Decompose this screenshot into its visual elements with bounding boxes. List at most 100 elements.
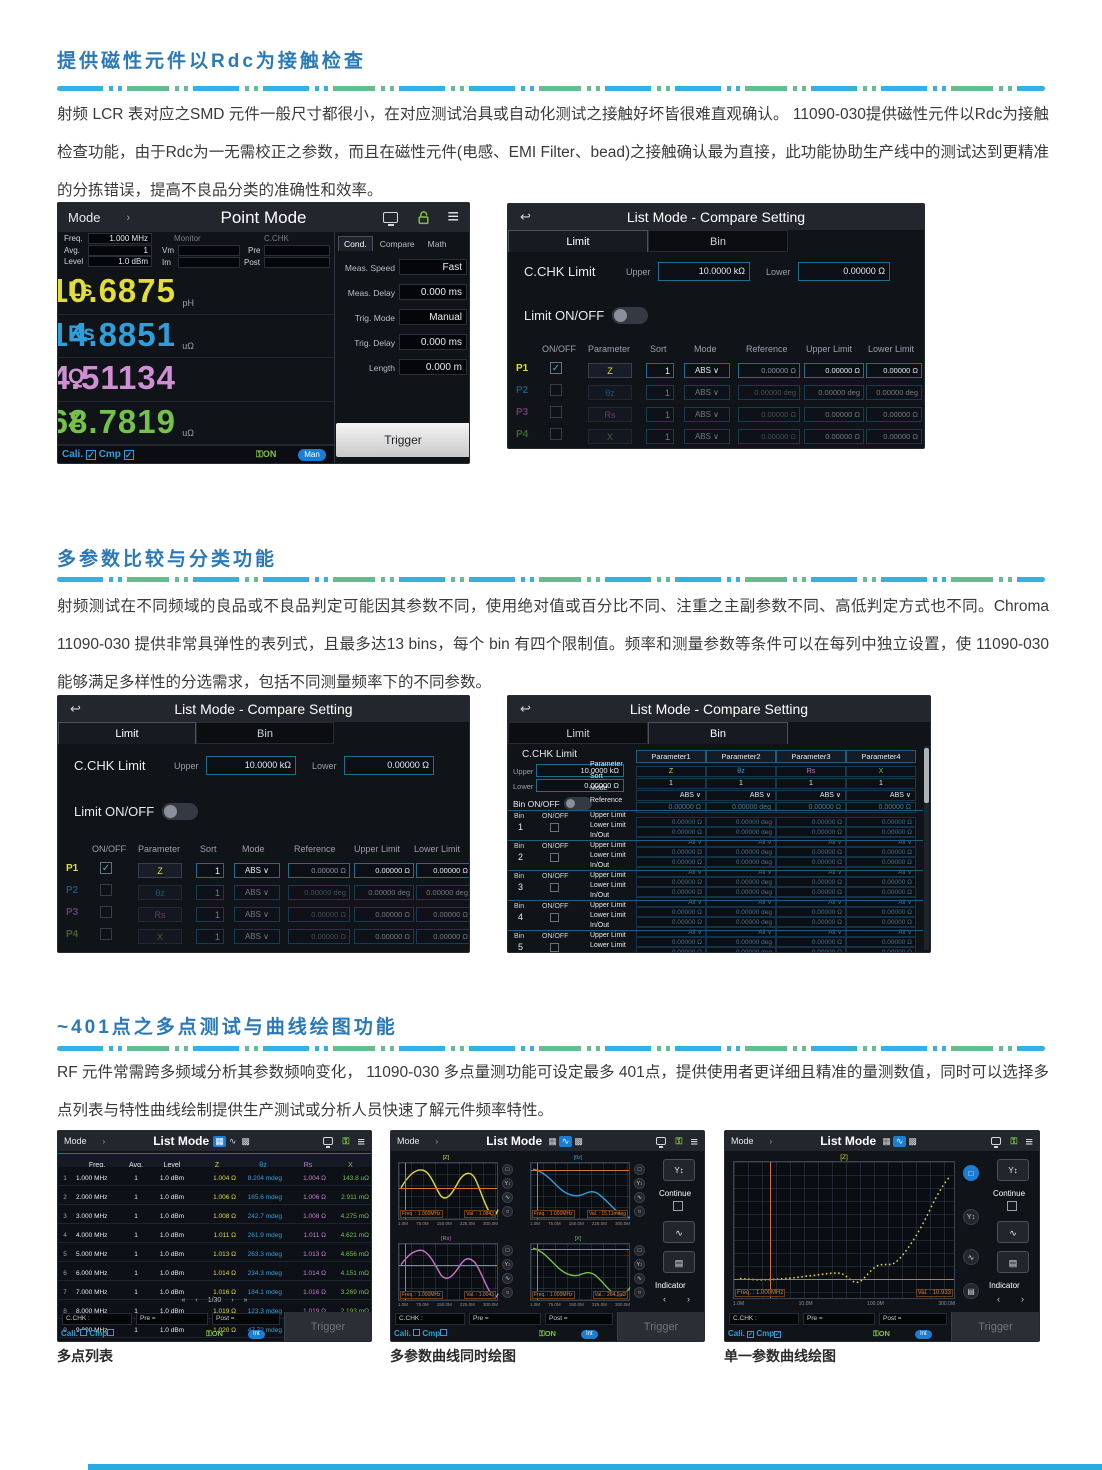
hamburger-menu-icon[interactable]: ≡ — [690, 1133, 698, 1149]
reference-input[interactable]: 0.00000 Ω — [738, 407, 800, 422]
row-checkbox[interactable] — [550, 428, 562, 440]
reference-input[interactable]: 0.00000 deg — [288, 885, 350, 900]
upper-limit-input[interactable]: 0.00000 Ω — [354, 907, 414, 922]
inout-cell[interactable]: All ∨ — [636, 837, 706, 847]
inout-cell[interactable]: All ∨ — [846, 897, 916, 907]
reference-cell[interactable]: 0.00000 Ω — [846, 802, 916, 813]
lower-limit-cell[interactable]: 0.00000 Ω — [846, 887, 916, 897]
unlock-icon[interactable]: ⚿ — [342, 1135, 350, 1146]
reference-input[interactable]: 0.00000 Ω — [288, 907, 350, 922]
table-view-icon[interactable]: ▦ — [213, 1135, 227, 1147]
display-icon[interactable] — [990, 1137, 1001, 1148]
mode-menu[interactable]: Mode — [68, 210, 101, 225]
mode-cell[interactable]: ABS ∨ — [636, 790, 706, 801]
sort-input[interactable]: 1 — [196, 907, 224, 922]
inout-cell[interactable]: All ∨ — [636, 897, 706, 907]
inout-cell[interactable]: All ∨ — [776, 867, 846, 877]
upper-limit-cell[interactable]: 0.00000 deg — [706, 847, 776, 857]
limit-onoff-toggle[interactable] — [612, 307, 648, 324]
row-checkbox[interactable]: ✓ — [550, 362, 562, 374]
lower-limit-cell[interactable]: 0.00000 Ω — [776, 947, 846, 952]
tab-limit[interactable]: Limit — [58, 722, 196, 744]
vm-value[interactable] — [178, 245, 240, 256]
cursor-button[interactable]: ∿ — [502, 1273, 513, 1284]
mode-menu[interactable]: Mode — [64, 1136, 87, 1146]
parameter-chip[interactable]: θz — [588, 385, 632, 400]
field-value[interactable]: 1.0 dBm — [88, 256, 152, 267]
sort-cell[interactable]: 1 — [776, 778, 846, 789]
tab[interactable]: Cond. — [338, 236, 373, 251]
curve-view-icon[interactable]: ∿ — [893, 1135, 907, 1147]
upper-limit-cell[interactable]: 0.00000 Ω — [776, 877, 846, 887]
mode-select[interactable]: ABS ∨ — [234, 929, 280, 944]
tab-bin[interactable]: Bin — [648, 230, 788, 252]
save-button[interactable]: ○ — [502, 1287, 513, 1298]
table-view-icon[interactable]: ▦ — [548, 1135, 557, 1146]
post-value[interactable] — [264, 257, 330, 268]
save-cal-button[interactable]: ▤ — [997, 1251, 1029, 1273]
y-scale-button[interactable]: Y↕ — [634, 1259, 645, 1270]
lower-limit-cell[interactable]: 0.00000 deg — [706, 917, 776, 927]
indicator-prev[interactable]: ‹ — [997, 1294, 1000, 1304]
save-button[interactable]: ○ — [502, 1206, 513, 1217]
mode-menu[interactable]: Mode — [397, 1136, 420, 1146]
unlock-icon[interactable]: ⚿ — [675, 1135, 683, 1146]
display-icon[interactable] — [655, 1137, 666, 1148]
lower-limit-cell[interactable]: 0.00000 Ω — [846, 947, 916, 952]
bin-checkbox[interactable] — [550, 823, 559, 832]
sort-cell[interactable]: 1 — [636, 778, 706, 789]
reference-input[interactable]: 0.00000 Ω — [738, 363, 800, 378]
inout-cell[interactable]: All ∨ — [636, 927, 706, 937]
zoom-button[interactable]: □ — [963, 1165, 979, 1181]
sort-input[interactable]: 1 — [196, 929, 224, 944]
cond-value[interactable]: Fast — [399, 259, 467, 275]
parameter-chip[interactable]: Z — [588, 363, 632, 378]
lower-limit-cell[interactable]: 0.00000 Ω — [636, 917, 706, 927]
mode-select[interactable]: ABS ∨ — [234, 885, 280, 900]
y-auto-scale-button[interactable]: Y↕ — [997, 1159, 1029, 1181]
table-row[interactable]: 5 5.000 MHz 1 1.0 dBm 1.013 Ω 263.3 mdeg 1.013… — [58, 1243, 371, 1262]
upper-limit-cell[interactable]: 0.00000 Ω — [776, 907, 846, 917]
sort-input[interactable]: 1 — [646, 363, 674, 378]
row-checkbox[interactable]: ✓ — [100, 862, 112, 874]
lower-input[interactable]: 0.00000 Ω — [798, 262, 890, 281]
indicator-next[interactable]: › — [687, 1294, 690, 1304]
trigger-button[interactable]: Trigger — [284, 1312, 371, 1341]
upper-input[interactable]: 10.0000 kΩ — [536, 764, 624, 777]
bin-checkbox[interactable] — [550, 913, 559, 922]
upper-input[interactable]: 10.0000 kΩ — [206, 756, 296, 775]
mode-select[interactable]: ABS ∨ — [234, 907, 280, 922]
cmp-checkbox[interactable] — [107, 1329, 115, 1336]
parameter-cell[interactable]: X — [846, 766, 916, 777]
save-cal-button[interactable]: ▤ — [663, 1251, 695, 1273]
lower-limit-cell[interactable]: 0.00000 deg — [706, 827, 776, 837]
inout-cell[interactable]: All ∨ — [706, 867, 776, 877]
parameter-cell[interactable]: Rs — [776, 766, 846, 777]
parameter-chip[interactable]: X — [588, 429, 632, 444]
lower-limit-input[interactable]: 0.00000 deg — [866, 385, 922, 400]
upper-limit-cell[interactable]: 0.00000 Ω — [846, 847, 916, 857]
limit-onoff-toggle[interactable] — [162, 803, 198, 820]
upper-limit-cell[interactable]: 0.00000 Ω — [636, 817, 706, 827]
table-row[interactable]: 7 7.000 MHz 1 1.0 dBm 1.016 Ω 184.1 mdeg 1.016… — [58, 1281, 371, 1300]
upper-limit-input[interactable]: 0.00000 Ω — [354, 929, 414, 944]
bin-checkbox[interactable] — [550, 943, 559, 952]
upper-input[interactable]: 10.0000 kΩ — [658, 262, 750, 281]
all-x-button[interactable]: ∿ — [997, 1221, 1029, 1243]
row-checkbox[interactable] — [550, 384, 562, 396]
reference-input[interactable]: 0.00000 Ω — [288, 929, 350, 944]
tab[interactable]: Compare — [379, 239, 415, 249]
display-icon[interactable] — [383, 212, 399, 226]
upper-limit-cell[interactable]: 0.00000 Ω — [776, 847, 846, 857]
zoom-button[interactable]: □ — [634, 1245, 645, 1256]
zoom-button[interactable]: □ — [634, 1164, 645, 1175]
lower-limit-input[interactable]: 0.00000 Ω — [866, 429, 922, 444]
y-scale-button[interactable]: Y↕ — [502, 1178, 513, 1189]
table-row[interactable]: 4 4.000 MHz 1 1.0 dBm 1.011 Ω 261.9 mdeg 1.011… — [58, 1224, 371, 1243]
lower-limit-cell[interactable]: 0.00000 Ω — [846, 857, 916, 867]
lower-limit-cell[interactable]: 0.00000 Ω — [776, 827, 846, 837]
zoom-button[interactable]: □ — [502, 1245, 513, 1256]
upper-limit-cell[interactable]: 0.00000 deg — [706, 937, 776, 947]
lower-input[interactable]: 0.00000 Ω — [344, 756, 434, 775]
